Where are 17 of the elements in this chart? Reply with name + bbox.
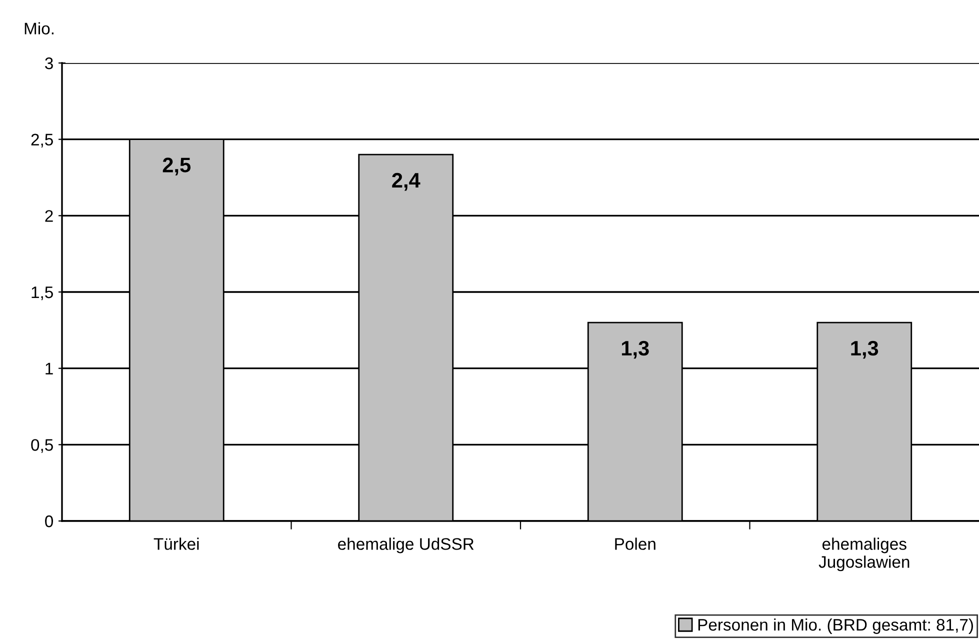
data-label: 1,3	[851, 340, 878, 359]
legend-label: Personen in Mio. (BRD gesamt: 81,7)	[698, 618, 973, 634]
y-tick-label: 2	[45, 210, 53, 222]
y-axis-title: Mio.	[24, 22, 54, 34]
data-label: 1,3	[622, 340, 649, 359]
y-tick-label: 1	[46, 362, 53, 374]
y-tick-label: 0	[45, 515, 54, 528]
x-tick-label: ehemalige UdSSR	[338, 538, 474, 554]
y-tick-label: 0,5	[31, 439, 53, 453]
y-tick-label: 3	[45, 57, 53, 70]
x-tick-label: Polen	[615, 538, 656, 550]
x-tick-label: Türkei	[154, 538, 199, 550]
data-label: 2,4	[392, 172, 420, 191]
x-tick-label: ehemaliges Jugoslawien	[818, 538, 910, 572]
y-tick-label: 2,5	[31, 134, 53, 148]
y-tick-label: 1,5	[32, 286, 53, 300]
data-label: 2,5	[162, 158, 191, 176]
